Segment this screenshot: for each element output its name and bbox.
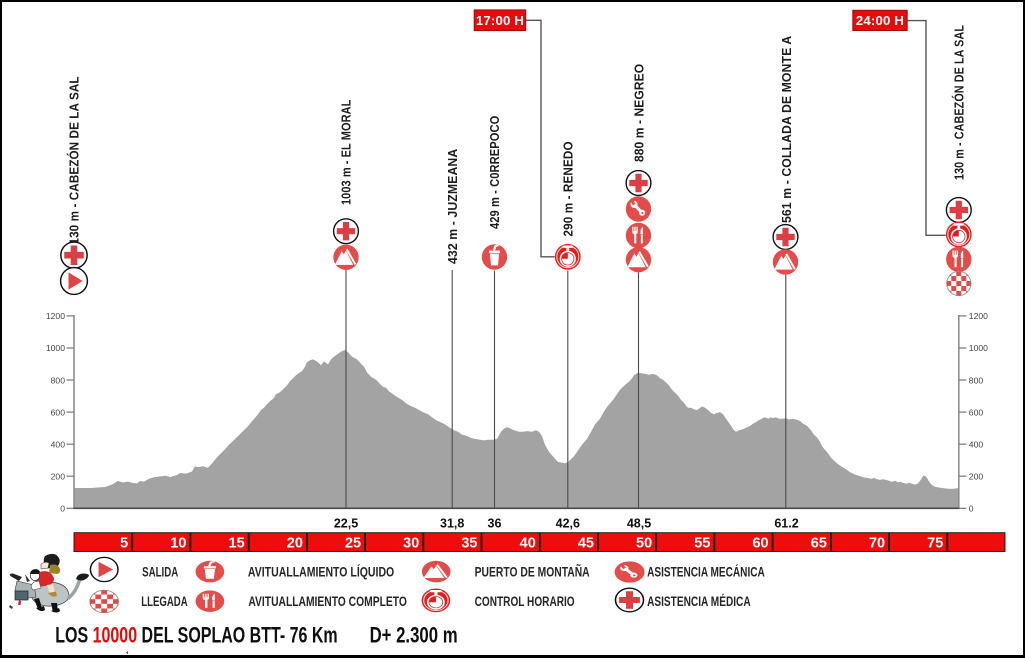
svg-text:30: 30 (403, 536, 419, 552)
svg-text:15: 15 (229, 536, 245, 552)
svg-text:800: 800 (969, 375, 984, 385)
svg-text:1003 m - EL MORAL: 1003 m - EL MORAL (339, 100, 354, 205)
svg-text:400: 400 (51, 439, 66, 449)
svg-text:880 m - NEGREO: 880 m - NEGREO (632, 64, 647, 162)
svg-text:200: 200 (51, 471, 66, 481)
svg-text:600: 600 (51, 407, 66, 417)
svg-text:290 m - RENEDO: 290 m - RENEDO (561, 141, 576, 236)
svg-text:LLEGADA: LLEGADA (141, 594, 188, 609)
svg-text:130 m - CABEZÓN DE LA SAL: 130 m - CABEZÓN DE LA SAL (950, 25, 966, 180)
svg-text:10: 10 (170, 536, 186, 552)
svg-text:AVITUALLAMIENTO COMPLETO: AVITUALLAMIENTO COMPLETO (248, 594, 406, 610)
svg-text:ASISTENCIA MÉDICA: ASISTENCIA MÉDICA (647, 592, 751, 609)
svg-text:400: 400 (969, 439, 984, 449)
svg-text:PUERTO DE MONTAÑA: PUERTO DE MONTAÑA (475, 563, 590, 580)
svg-text:70: 70 (869, 536, 885, 552)
svg-text:800: 800 (51, 375, 66, 385)
svg-text:200: 200 (969, 471, 984, 481)
svg-text:CONTROL HORARIO: CONTROL HORARIO (475, 594, 575, 610)
svg-text:24:00 H: 24:00 H (856, 13, 904, 28)
svg-text:17:00 H: 17:00 H (476, 13, 524, 28)
svg-text:31,8: 31,8 (440, 517, 464, 531)
svg-text:1000: 1000 (969, 343, 988, 353)
svg-text:600: 600 (969, 407, 984, 417)
svg-text:42,6: 42,6 (556, 517, 580, 531)
svg-text:22,5: 22,5 (334, 517, 358, 531)
svg-text:1: 1 (125, 650, 130, 654)
svg-text:130 m - CABEZÓN DE LA SAL: 130 m - CABEZÓN DE LA SAL (66, 76, 82, 244)
svg-text:5: 5 (120, 536, 128, 552)
svg-text:429 m - C0RREPOCO: 429 m - C0RREPOCO (487, 116, 502, 229)
svg-text:1200: 1200 (969, 311, 988, 321)
svg-text:50: 50 (636, 536, 652, 552)
svg-text:0: 0 (60, 504, 65, 514)
svg-text:75: 75 (927, 536, 943, 552)
svg-text:AVITUALLAMIENTO LÍQUIDO: AVITUALLAMIENTO LÍQUIDO (248, 563, 394, 580)
svg-text:20: 20 (287, 536, 303, 552)
svg-text:D+ 2.300 m: D+ 2.300 m (370, 623, 458, 648)
svg-text:25: 25 (345, 536, 361, 552)
svg-text:1200: 1200 (46, 311, 65, 321)
svg-text:35: 35 (461, 536, 477, 552)
svg-text:0: 0 (969, 504, 974, 514)
svg-text:432 m - JUZMEANA: 432 m - JUZMEANA (445, 149, 459, 264)
svg-text:LOS 10000 DEL SOPLAO BTT- 76 K: LOS 10000 DEL SOPLAO BTT- 76 Km (55, 623, 337, 648)
svg-text:61.2: 61.2 (774, 517, 798, 531)
svg-text:36: 36 (488, 517, 502, 531)
svg-text:561 m - COLLADA DE MONTE A: 561 m - COLLADA DE MONTE A (780, 36, 794, 223)
svg-text:40: 40 (520, 536, 536, 552)
svg-text:1000: 1000 (46, 343, 65, 353)
svg-text:65: 65 (811, 536, 827, 552)
svg-text:60: 60 (752, 536, 768, 552)
svg-text:48,5: 48,5 (627, 517, 651, 531)
svg-text:45: 45 (578, 536, 594, 552)
svg-text:ASISTENCIA MECÁNICA: ASISTENCIA MECÁNICA (647, 563, 765, 580)
svg-text:SALIDA: SALIDA (142, 565, 179, 580)
svg-text:55: 55 (694, 536, 710, 552)
